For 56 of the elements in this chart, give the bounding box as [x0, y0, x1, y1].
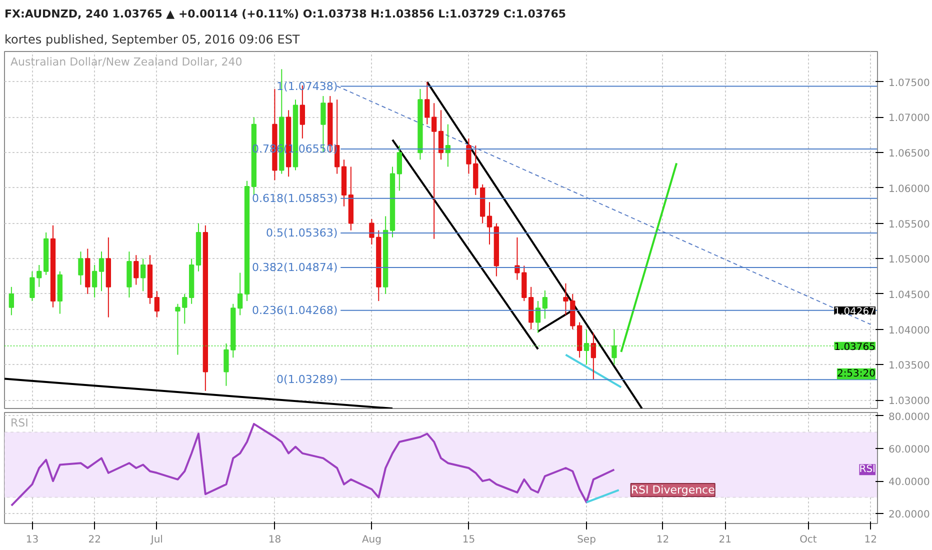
y-tick-label: 1.04500 [888, 290, 930, 301]
candlestick [396, 145, 402, 192]
x-tick-label: 12 [656, 534, 670, 546]
candlestick [590, 332, 596, 380]
candlestick [92, 264, 98, 298]
y-tick-label: 1.05500 [888, 219, 930, 230]
y-tick-label: 1.03500 [888, 360, 930, 372]
annotation: 1.04267 [834, 306, 876, 318]
candlestick [78, 251, 84, 286]
candlestick [98, 251, 104, 292]
candlestick [424, 81, 430, 125]
annotation: 2:53:20 [836, 368, 876, 380]
y-tick-label: 80.0000 [888, 412, 930, 423]
y-tick-label: 1.05000 [888, 254, 930, 266]
candlestick [542, 290, 548, 320]
ref-line-label: 0.382(1.04874) [252, 261, 338, 274]
candlestick [563, 282, 568, 316]
y-tick-label: 20.0000 [888, 510, 930, 521]
y-tick-label: 1.06500 [888, 148, 930, 160]
annotation: RSI Divergence [630, 484, 716, 497]
text: kortes published, September 05, 2016 09:06 EST [4, 32, 300, 46]
x-tick-label: 12 [864, 534, 877, 546]
candlestick [237, 272, 243, 316]
x-tick-label: Jul [150, 534, 163, 546]
x-tick-label: Oct [800, 534, 817, 546]
x-tick-label: 22 [88, 534, 101, 546]
annotation: RSI [859, 464, 876, 476]
candlestick [182, 293, 188, 324]
ref-line-label: 0.618(1.05853) [252, 192, 338, 205]
y-tick-label: 1.03000 [888, 396, 930, 408]
y-tick-label: 1.06000 [888, 184, 930, 195]
y-tick-label: 1.07000 [888, 113, 930, 124]
x-tick-label: 18 [268, 534, 282, 546]
ref-line-label: 0(1.03289) [276, 373, 338, 386]
x-tick-label: Aug [362, 534, 382, 546]
chart-title: RSI [10, 416, 28, 430]
candlestick [134, 254, 139, 286]
candlestick [154, 290, 160, 318]
x-tick-label: 13 [26, 534, 39, 546]
ref-line-label: 0.236(1.04268) [252, 304, 338, 317]
chart-title: Australian Dollar/New Zealand Dollar, 240 [10, 56, 242, 68]
candlestick [438, 110, 444, 160]
candlestick [140, 258, 146, 292]
x-tick-label: 21 [718, 534, 732, 546]
ref-line-label: 0.5(1.05363) [266, 226, 338, 240]
x-tick-label: 15 [462, 534, 476, 546]
candlestick [8, 286, 14, 316]
chart-subtitle: FX:AUDNZD, 240 1.03765 ▲ +0.00114 (+0.11%) O:1.03738 H:1.03856 L:1.03729 C:1.03765 [4, 8, 566, 20]
y-tick-label: 1.07500 [888, 78, 930, 89]
y-tick-label: 60.0000 [888, 444, 930, 456]
candlestick [486, 202, 492, 245]
candlestick [535, 300, 541, 334]
x-tick-label: Sep [577, 534, 596, 546]
candlestick [431, 102, 437, 240]
y-tick-label: 1.04000 [888, 325, 930, 336]
y-tick-label: 40.0000 [888, 477, 930, 488]
